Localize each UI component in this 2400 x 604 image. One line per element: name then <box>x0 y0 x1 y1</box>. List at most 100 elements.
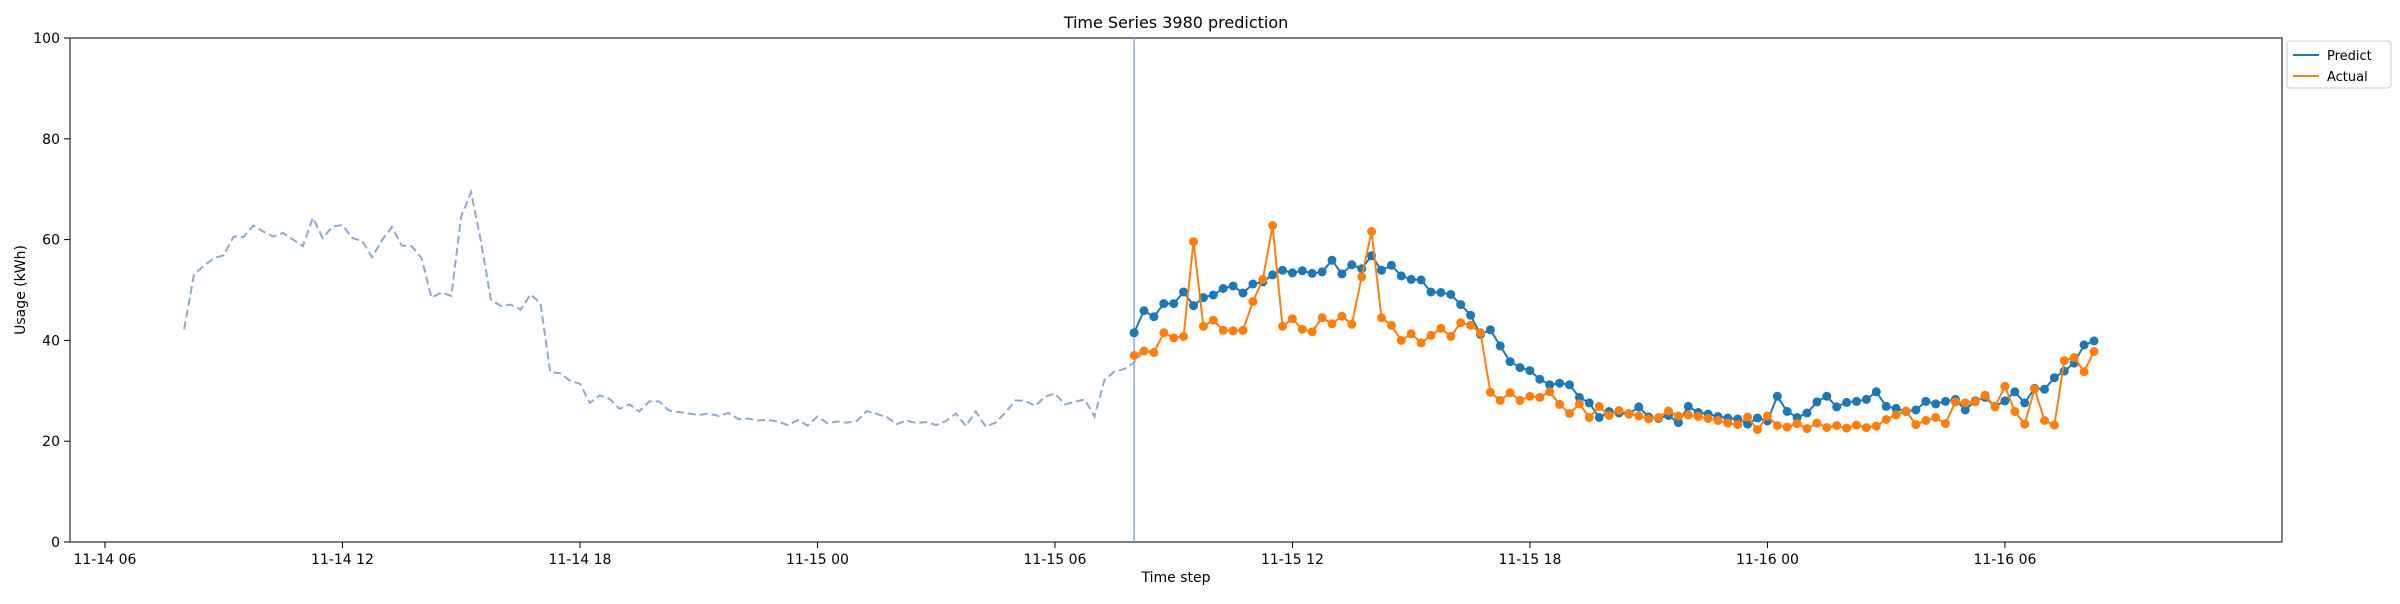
predict-point <box>2020 398 2030 408</box>
actual-point <box>1545 387 1555 397</box>
actual-point <box>1753 425 1762 435</box>
predict-point <box>1891 403 1901 413</box>
actual-point <box>1238 325 1248 335</box>
actual-point <box>1159 328 1169 338</box>
predict-point <box>1772 391 1782 401</box>
x-tick-label: 11-16 00 <box>1736 552 1799 568</box>
predict-point <box>1129 328 1139 338</box>
actual-point <box>1634 411 1644 421</box>
legend-label-predict: Predict <box>2327 49 2372 64</box>
predict-point <box>1822 391 1832 401</box>
actual-point <box>2049 420 2059 430</box>
actual-point <box>1396 335 1406 345</box>
predict-point <box>1842 397 1852 407</box>
x-tick-label: 11-15 06 <box>1023 552 1086 568</box>
actual-point <box>1911 420 1921 430</box>
actual-point <box>1367 227 1377 236</box>
actual-point <box>1436 323 1446 333</box>
actual-point <box>1317 313 1327 323</box>
predict-point <box>1218 284 1228 293</box>
predict-point <box>1426 287 1436 297</box>
actual-point <box>1357 272 1367 282</box>
y-tick-label: 80 <box>42 132 60 148</box>
y-tick-label: 100 <box>33 31 60 47</box>
predict-point <box>1505 357 1515 367</box>
actual-point <box>1733 420 1743 430</box>
actual-point <box>1842 423 1852 433</box>
actual-point <box>1832 421 1842 431</box>
actual-point <box>2089 347 2099 356</box>
actual-point <box>1654 413 1664 422</box>
actual-point <box>1802 424 1812 434</box>
actual-point <box>1505 388 1515 398</box>
predict-point <box>1812 397 1822 407</box>
actual-point <box>1565 409 1574 418</box>
actual-point <box>1891 410 1901 420</box>
actual-point <box>1218 325 1228 335</box>
actual-point <box>1327 319 1337 329</box>
actual-point <box>1189 237 1198 247</box>
actual-point <box>1248 297 1258 307</box>
predict-point <box>1139 306 1149 316</box>
actual-point <box>1941 419 1950 429</box>
x-tick-label: 11-14 12 <box>311 552 374 568</box>
actual-point <box>1574 399 1584 409</box>
predict-point <box>1149 312 1159 322</box>
actual-point <box>1268 221 1278 230</box>
actual-point <box>1921 416 1931 425</box>
predict-point <box>1911 405 1921 415</box>
predict-point <box>1208 290 1218 300</box>
x-tick-label: 11-15 00 <box>786 552 849 568</box>
actual-point <box>1555 399 1565 409</box>
actual-point <box>1703 414 1713 423</box>
predict-point <box>1466 310 1476 320</box>
actual-point <box>1693 412 1703 421</box>
predict-point <box>1832 402 1842 412</box>
predict-point <box>1683 401 1693 411</box>
predict-point <box>1386 260 1396 270</box>
actual-point <box>1535 392 1545 402</box>
predict-point <box>1960 405 1970 415</box>
actual-point <box>1970 397 1980 407</box>
predict-point <box>1406 274 1416 284</box>
actual-point <box>1416 338 1426 348</box>
predict-point <box>1525 366 1535 376</box>
actual-point <box>2059 356 2069 366</box>
actual-point <box>1228 326 1238 336</box>
actual-point <box>1762 411 1772 421</box>
actual-point <box>1466 320 1476 330</box>
predict-point <box>1169 299 1179 309</box>
predict-point <box>1287 268 1297 278</box>
predict-point <box>1743 419 1753 429</box>
actual-point <box>1476 328 1485 338</box>
predict-point <box>2000 396 2010 406</box>
predict-point <box>1852 396 1861 406</box>
predict-point <box>1545 380 1555 390</box>
chart-title: Time Series 3980 prediction <box>1063 13 1289 32</box>
predict-point <box>1297 266 1307 276</box>
plot-area: 0 20 40 60 80 100 11-14 06 11-14 12 11-14 18 11-1… <box>33 31 2283 568</box>
actual-point <box>1377 313 1386 323</box>
predict-point <box>1228 281 1238 291</box>
actual-point <box>1208 315 1218 325</box>
x-tick-label: 11-15 18 <box>1498 552 1561 568</box>
predict-point <box>1634 402 1644 412</box>
actual-point <box>1683 410 1693 420</box>
actual-point <box>1456 318 1466 328</box>
predict-point <box>1485 325 1495 335</box>
predict-point <box>1495 341 1505 351</box>
predict-point <box>2010 387 2020 397</box>
predict-point <box>1574 392 1584 402</box>
predict-point <box>1317 267 1327 277</box>
predict-point <box>1189 301 1198 311</box>
y-tick-label: 60 <box>42 233 60 249</box>
actual-point <box>1980 390 1990 400</box>
actual-point <box>1485 387 1495 397</box>
actual-point <box>1337 311 1347 321</box>
actual-point <box>1881 415 1891 424</box>
predict-point <box>1931 399 1941 409</box>
actual-point <box>1129 351 1139 360</box>
predict-point <box>1307 268 1317 278</box>
actual-point <box>1386 320 1396 330</box>
